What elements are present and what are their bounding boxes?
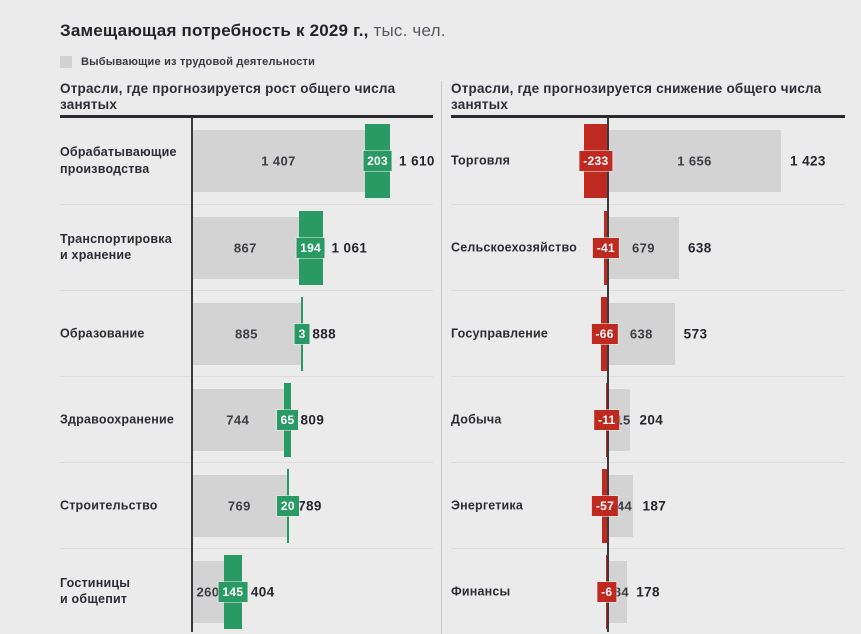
total-value: 1 061 <box>331 240 368 255</box>
industry-label: Энергетика <box>451 498 524 513</box>
industry-row-decline-1: Сельскоехозяйство 679 -41 638 <box>451 204 845 290</box>
replacement-bar <box>192 216 299 279</box>
replacement-bar <box>192 474 287 537</box>
zero-axis <box>607 118 609 632</box>
replacement-bar <box>608 560 628 623</box>
total-value: 789 <box>298 498 322 513</box>
industry-label: Строительство <box>60 498 158 513</box>
industry-label: Добыча <box>451 412 502 427</box>
change-badge: -41 <box>592 237 619 258</box>
panel-growth-topline <box>60 115 433 118</box>
replacement-bar <box>192 302 301 365</box>
zero-axis <box>191 118 193 632</box>
change-badge: 203 <box>363 151 392 171</box>
industry-label: Обрабатывающие производства <box>60 145 177 176</box>
change-badge: -6 <box>597 581 617 602</box>
replacement-value: 744 <box>226 412 250 427</box>
replacement-bar <box>608 216 679 279</box>
panel-decline: Отрасли, где прогнозируется снижение общ… <box>451 81 845 634</box>
chart-panels: Отрасли, где прогнозируется рост общего … <box>60 81 845 634</box>
replacement-value: 260 <box>196 584 220 599</box>
legend: Выбывающие из трудовой деятельности <box>60 56 845 68</box>
total-value: 1 423 <box>790 153 826 169</box>
change-badge: 194 <box>296 237 326 258</box>
total-value: 1 610 <box>399 153 435 169</box>
panel-divider <box>441 81 442 634</box>
legend-swatch-gray <box>60 56 72 68</box>
replacement-bar <box>608 302 675 365</box>
industry-row-decline-2: Госуправление 638 -66 573 <box>451 290 845 376</box>
total-value: 573 <box>683 326 708 341</box>
replacement-value: 1 656 <box>677 153 712 169</box>
change-badge: 20 <box>276 495 299 516</box>
total-value: 187 <box>642 498 667 513</box>
total-value: 638 <box>687 240 712 255</box>
replacement-value: 885 <box>234 326 258 341</box>
industry-row-growth-2: Образование 885 3 888 <box>60 290 433 376</box>
change-badge: 145 <box>218 581 248 602</box>
industry-row-growth-1: Транспортировка и хранение 867 194 1 061 <box>60 204 433 290</box>
industry-label: Транспортировка и хранение <box>60 231 172 263</box>
change-badge: 65 <box>276 409 299 430</box>
panel-decline-chart: Торговля 1 656 -233 1 423 Сельскоехозяйство 6… <box>451 118 845 634</box>
legend-label: Выбывающие из трудовой деятельности <box>81 56 316 68</box>
replacement-bar <box>192 130 366 192</box>
industry-label: Госуправление <box>451 326 549 341</box>
change-badge: 3 <box>294 323 310 344</box>
replacement-value: 638 <box>629 326 653 341</box>
panel-decline-heading: Отрасли, где прогнозируется снижение общ… <box>451 81 822 112</box>
change-badge: -233 <box>579 151 613 171</box>
change-badge: -57 <box>591 495 619 516</box>
industry-label: Финансы <box>451 584 511 599</box>
industry-label: Сельскоехозяйство <box>451 240 578 255</box>
industry-row-growth-3: Здравоохранение 744 65 809 <box>60 376 433 462</box>
industry-row-growth-5: Гостиницы и общепит 260 145 404 <box>60 548 433 634</box>
replacement-value: 769 <box>227 498 251 513</box>
total-value: 404 <box>250 584 275 599</box>
replacement-value: 1 407 <box>261 153 296 169</box>
industry-row-decline-4: Энергетика 244 -57 187 <box>451 462 845 548</box>
panel-growth: Отрасли, где прогнозируется рост общего … <box>60 81 435 634</box>
industry-row-decline-5: Финансы 184 -6 178 <box>451 548 845 634</box>
change-badge: -66 <box>591 323 618 344</box>
industry-row-growth-4: Строительство 769 20 789 <box>60 462 433 548</box>
industry-label: Образование <box>60 326 145 341</box>
change-badge: -11 <box>593 409 620 430</box>
total-value: 178 <box>636 584 660 599</box>
chart-title: Замещающая потребность к 2029 г., тыс. ч… <box>60 20 845 42</box>
industry-row-growth-0: Обрабатывающие производства 1 407 203 1 610 <box>60 118 435 204</box>
replacement-value: 679 <box>632 240 655 255</box>
industry-label: Торговля <box>451 153 511 168</box>
total-value: 888 <box>312 326 337 341</box>
chart-title-units: тыс. чел. <box>368 21 446 40</box>
panel-decline-topline <box>451 115 845 118</box>
panel-growth-chart: Обрабатывающие производства 1 407 203 1 610… <box>60 118 435 634</box>
replacement-value: 867 <box>233 240 257 255</box>
replacement-bar <box>608 130 782 192</box>
industry-row-decline-0: Торговля 1 656 -233 1 423 <box>451 118 845 204</box>
total-value: 204 <box>639 412 664 427</box>
replacement-bar <box>192 388 284 451</box>
industry-label: Гостиницы и общепит <box>60 575 131 607</box>
industry-label: Здравоохранение <box>60 412 175 427</box>
total-value: 809 <box>300 412 325 427</box>
chart-title-main: Замещающая потребность к 2029 г., <box>60 21 369 40</box>
panel-growth-heading: Отрасли, где прогнозируется рост общего … <box>60 81 396 112</box>
